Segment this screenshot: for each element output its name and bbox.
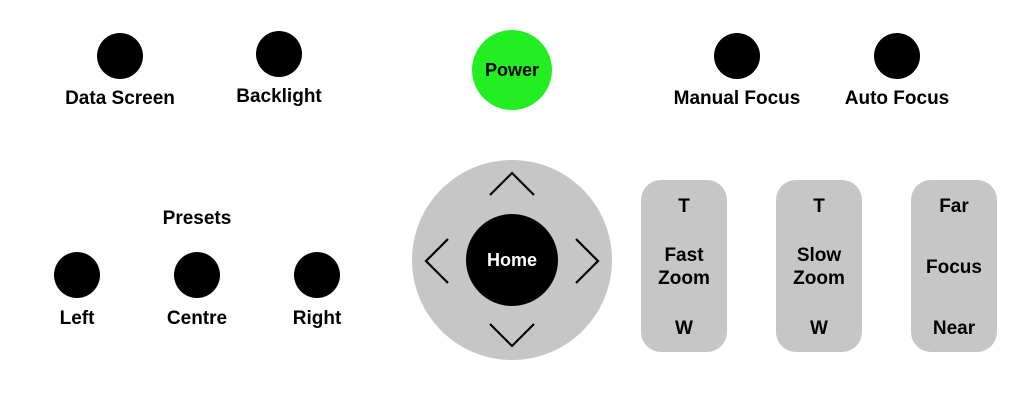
backlight-label: Backlight bbox=[236, 86, 322, 107]
preset-left-button[interactable] bbox=[54, 252, 100, 298]
preset-right-label: Right bbox=[292, 308, 342, 329]
fast-zoom-label-line2: Zoom bbox=[658, 268, 710, 289]
manual-focus-label: Manual Focus bbox=[673, 88, 801, 109]
home-label: Home bbox=[486, 249, 537, 270]
slow-zoom-wide-label: W bbox=[810, 318, 828, 339]
fast-zoom-rocker: T Fast Zoom W bbox=[641, 180, 727, 352]
focus-rocker: Far Focus Near bbox=[911, 180, 997, 352]
pan-down-arrow-icon[interactable] bbox=[489, 321, 535, 349]
power-button[interactable]: Power bbox=[472, 30, 552, 110]
preset-centre-button[interactable] bbox=[174, 252, 220, 298]
fast-zoom-wide-label: W bbox=[675, 318, 693, 339]
slow-zoom-label-line2: Zoom bbox=[793, 268, 845, 289]
slow-zoom-label-line1: Slow bbox=[796, 245, 842, 266]
focus-far-label: Far bbox=[939, 196, 969, 217]
slow-zoom-label: Slow Zoom bbox=[776, 244, 862, 290]
slow-zoom-tele-label: T bbox=[813, 196, 825, 217]
preset-left-label: Left bbox=[59, 308, 95, 329]
auto-focus-label: Auto Focus bbox=[844, 88, 950, 109]
pan-right-arrow-icon[interactable] bbox=[573, 238, 601, 284]
auto-focus-button[interactable] bbox=[874, 33, 920, 79]
pan-up-arrow-icon[interactable] bbox=[489, 170, 535, 198]
slow-zoom-rocker: T Slow Zoom W bbox=[776, 180, 862, 352]
preset-centre-label: Centre bbox=[166, 308, 228, 329]
preset-right-button[interactable] bbox=[294, 252, 340, 298]
focus-label: Focus bbox=[926, 257, 982, 278]
manual-focus-button[interactable] bbox=[714, 33, 760, 79]
presets-title: Presets bbox=[162, 208, 232, 229]
data-screen-label: Data Screen bbox=[65, 88, 175, 109]
backlight-button[interactable] bbox=[256, 31, 302, 77]
power-label: Power bbox=[484, 59, 540, 80]
home-button[interactable]: Home bbox=[466, 214, 558, 306]
fast-zoom-label: Fast Zoom bbox=[641, 244, 727, 290]
data-screen-button[interactable] bbox=[97, 33, 143, 79]
fast-zoom-label-line1: Fast bbox=[664, 245, 704, 266]
pan-left-arrow-icon[interactable] bbox=[423, 238, 451, 284]
focus-near-label: Near bbox=[932, 318, 976, 339]
fast-zoom-tele-label: T bbox=[678, 196, 690, 217]
